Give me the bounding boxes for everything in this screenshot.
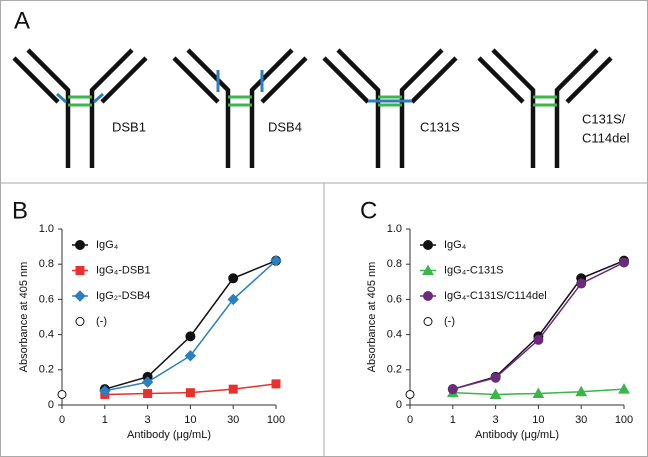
diagram-label: C131S xyxy=(420,119,460,134)
marker xyxy=(405,389,415,399)
y-tick-label: 1.0 xyxy=(39,223,54,235)
x-tick-label: 100 xyxy=(267,414,285,426)
legend-label: IgG₄ xyxy=(96,239,119,251)
diagram-label: C114del xyxy=(582,130,630,145)
x-tick-label: 30 xyxy=(575,414,587,426)
marker xyxy=(532,387,545,399)
legend-label: IgG₄ xyxy=(444,239,467,251)
marker xyxy=(575,385,588,397)
x-tick-label: 3 xyxy=(145,414,151,426)
marker xyxy=(270,254,282,267)
antibody xyxy=(174,50,306,168)
series-line xyxy=(452,261,625,390)
y-tick-label: 0.4 xyxy=(387,329,402,341)
y-tick-label: 0.2 xyxy=(387,364,402,376)
marker xyxy=(228,273,239,284)
diagram-label: C131S/ xyxy=(582,111,626,126)
y-tick-label: 0.8 xyxy=(39,258,54,270)
y-tick-label: 0 xyxy=(396,399,402,411)
series-line xyxy=(104,260,277,392)
marker xyxy=(618,383,630,394)
marker xyxy=(75,317,85,326)
x-axis-label: Antibody (μg/mL) xyxy=(475,429,559,441)
legend-label: IgG₂-DSB4 xyxy=(96,290,150,302)
marker xyxy=(57,389,67,399)
marker xyxy=(576,278,587,289)
series-line xyxy=(452,259,625,390)
y-tick-label: 0.6 xyxy=(387,293,402,305)
legend-label: IgG₄-C131S xyxy=(444,264,504,276)
antibody xyxy=(14,50,146,168)
marker xyxy=(422,264,434,275)
x-tick-label: 1 xyxy=(102,414,108,426)
y-tick-label: 0.4 xyxy=(39,329,54,341)
panel-letter: A xyxy=(14,7,30,34)
marker xyxy=(447,384,458,395)
marker xyxy=(271,379,281,389)
x-tick-label: 3 xyxy=(493,414,499,426)
x-tick-label: 0 xyxy=(59,414,65,426)
legend-label: (-) xyxy=(444,315,455,327)
marker xyxy=(185,331,196,342)
marker xyxy=(75,240,85,250)
y-tick-label: 0 xyxy=(48,399,54,411)
legend-label: IgG₄-DSB1 xyxy=(96,264,151,276)
panel-letter: C xyxy=(360,197,377,224)
antibody xyxy=(324,50,456,168)
marker xyxy=(184,350,197,362)
marker xyxy=(74,290,86,302)
y-tick-label: 0.6 xyxy=(39,293,54,305)
marker xyxy=(533,334,544,345)
marker xyxy=(490,372,501,383)
x-tick-label: 10 xyxy=(184,414,196,426)
marker xyxy=(75,266,85,275)
marker xyxy=(99,385,111,397)
y-tick-label: 0.2 xyxy=(39,364,54,376)
x-tick-label: 0 xyxy=(407,414,413,426)
marker xyxy=(141,376,154,388)
y-tick-label: 0.8 xyxy=(387,258,402,270)
x-tick-label: 30 xyxy=(227,414,239,426)
y-tick-label: 1.0 xyxy=(387,223,402,235)
x-tick-label: 100 xyxy=(615,414,633,426)
y-axis-label: Absorbance at 405 nm xyxy=(366,262,378,373)
marker xyxy=(423,240,433,250)
marker xyxy=(185,388,195,398)
x-axis-label: Antibody (μg/mL) xyxy=(127,429,211,441)
y-axis-label: Absorbance at 405 nm xyxy=(18,262,30,373)
marker xyxy=(423,291,433,301)
x-tick-label: 10 xyxy=(532,414,544,426)
series-line xyxy=(104,259,277,390)
legend-label: IgG₄-C131S/C114del xyxy=(444,290,547,302)
marker xyxy=(143,389,153,399)
marker xyxy=(423,317,433,326)
diagram-label: DSB1 xyxy=(112,119,146,134)
marker xyxy=(619,257,629,268)
marker xyxy=(489,388,502,399)
marker xyxy=(227,293,239,306)
marker xyxy=(228,384,238,394)
legend-label: (-) xyxy=(96,315,107,327)
diagram-label: DSB4 xyxy=(268,119,302,134)
antibody xyxy=(479,50,611,168)
panel-letter: B xyxy=(12,197,28,224)
x-tick-label: 1 xyxy=(450,414,456,426)
